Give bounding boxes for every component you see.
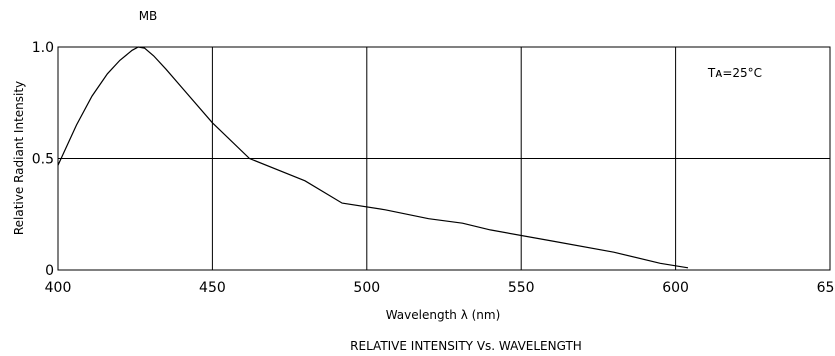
x-tick-label: 400 (45, 280, 72, 296)
series-line (57, 46, 689, 269)
x-tick-label: 450 (199, 280, 226, 296)
y-tick-label: 0.5 (32, 152, 54, 168)
y-axis-label: Relative Radiant Intensity (12, 81, 26, 235)
series-label: MB (139, 9, 158, 23)
x-tick-label: 600 (662, 280, 689, 296)
temperature-annotation: Tᴀ=25°C (707, 66, 762, 80)
x-axis-label: Wavelength λ (nm) (386, 308, 501, 322)
chart-caption: RELATIVE INTENSITY Vs. WAVELENGTH (350, 339, 582, 353)
y-tick-label: 1.0 (32, 40, 54, 56)
x-tick-label: 550 (508, 280, 535, 296)
plot-frame (57, 46, 831, 271)
x-tick-label: 650 (817, 280, 835, 296)
y-tick-label: 0 (45, 263, 54, 279)
x-tick-label: 500 (353, 280, 380, 296)
